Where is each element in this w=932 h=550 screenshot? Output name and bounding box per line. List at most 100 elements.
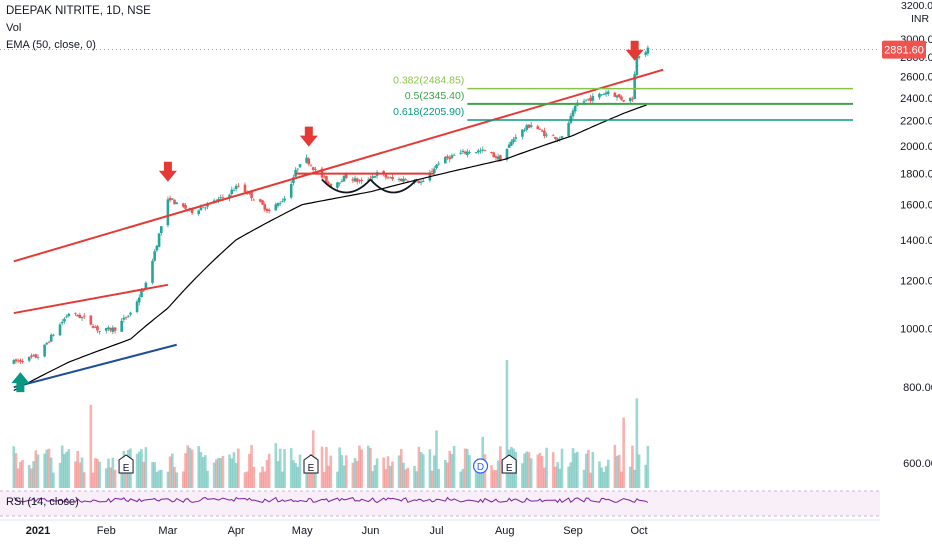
candle-body (466, 151, 469, 155)
volume-bar (52, 472, 55, 488)
candle-body (479, 150, 482, 152)
earnings-marker-letter: E (506, 463, 513, 474)
candle-body (543, 130, 546, 137)
candle-body (437, 163, 441, 165)
candle-body (338, 182, 341, 184)
volume-bar (16, 468, 20, 488)
volume-bar (529, 458, 533, 488)
candle-body (340, 181, 344, 183)
volume-bar (19, 461, 22, 488)
candle-body (248, 192, 251, 194)
volume-bar (27, 464, 31, 488)
volume-bar (252, 466, 256, 488)
volume-bar (184, 453, 187, 488)
candle-body (560, 136, 564, 139)
volume-bar (417, 446, 421, 488)
volume-bar (571, 448, 575, 488)
candle-body (358, 180, 361, 182)
volume-bar (307, 464, 311, 488)
volume-bar (82, 472, 86, 488)
volume-bar (351, 462, 355, 488)
volume-bar (197, 446, 201, 488)
volume-bar (120, 471, 123, 488)
candle-body (606, 91, 610, 95)
candle-body (16, 360, 20, 362)
candle-body (514, 137, 518, 139)
candle-body (602, 94, 606, 95)
date-tick-label: Apr (228, 525, 245, 537)
candle-body (644, 52, 647, 55)
fib-level-label: 0.618(2205.90) (393, 106, 464, 118)
volume-bar (14, 453, 18, 488)
candle-body (21, 361, 24, 363)
candle-body (228, 194, 231, 199)
rsi-legend[interactable]: RSI (14, close) (6, 496, 79, 508)
volume-bar (496, 460, 500, 488)
candle-body (529, 125, 533, 127)
volume-bar (305, 470, 308, 488)
candle-body (281, 201, 284, 203)
down-arrow-marker (299, 126, 318, 147)
candle-body (45, 343, 49, 345)
volume-bar (576, 451, 579, 488)
candle-body (637, 56, 641, 58)
date-axis: 2021 Feb Mar Apr May Jun Jul Aug Sep Oct (0, 519, 880, 537)
candle-body (360, 179, 363, 182)
candle-body (219, 197, 223, 199)
candle-body (197, 210, 201, 215)
volume-bar (492, 470, 496, 488)
candle-body (598, 93, 601, 98)
volume-bar (43, 453, 46, 488)
volume-bar (536, 454, 540, 488)
candle-body (452, 154, 456, 156)
volume-bar (355, 460, 359, 488)
volume-bar (622, 417, 625, 488)
volume-bar (358, 445, 361, 488)
candle-body (168, 197, 172, 201)
candle-body (344, 174, 348, 178)
volume-bar (598, 461, 601, 488)
candle-body (78, 314, 82, 318)
symbol-title[interactable]: DEEPAK NITRITE, 1D, NSE (6, 5, 151, 17)
volume-bar (292, 460, 295, 488)
volume-series (12, 360, 650, 488)
candle-body (499, 155, 502, 162)
candle-body (371, 176, 374, 178)
volume-bar (474, 469, 478, 488)
candle-body (144, 282, 148, 290)
volume-bar (12, 446, 16, 488)
volume-bar (142, 461, 145, 488)
candle-body (554, 136, 557, 139)
volume-bar (327, 465, 330, 488)
candle-body (12, 360, 16, 364)
candle-body (137, 297, 141, 303)
candle-body (628, 97, 632, 102)
volume-bar (644, 464, 647, 488)
candle-body (492, 152, 496, 158)
volume-bar (628, 466, 632, 488)
price-tick-label: 1200.00 (900, 275, 932, 287)
volume-bar (369, 447, 372, 488)
candle-body (104, 327, 108, 331)
candle-body (140, 290, 143, 298)
candle-body (631, 98, 634, 100)
candle-body (91, 325, 95, 328)
date-tick-label: Jun (362, 525, 380, 537)
volume-bar (140, 449, 143, 488)
chart-legend: DEEPAK NITRITE, 1D, NSE Vol EMA (50, clo… (6, 3, 151, 54)
candle-body (314, 169, 317, 171)
volume-bar (232, 452, 236, 488)
candle-body (496, 156, 500, 160)
volume-legend[interactable]: Vol (6, 22, 22, 34)
volume-bar (382, 457, 385, 488)
volume-bar (30, 468, 33, 488)
candle-body (76, 314, 79, 317)
volume-bar (217, 457, 220, 488)
candle-body (47, 341, 51, 343)
candle-body (505, 148, 509, 160)
ema-legend[interactable]: EMA (50, close, 0) (6, 39, 96, 51)
current-price-label: 2881.60 (884, 45, 924, 57)
volume-bar (617, 454, 621, 488)
